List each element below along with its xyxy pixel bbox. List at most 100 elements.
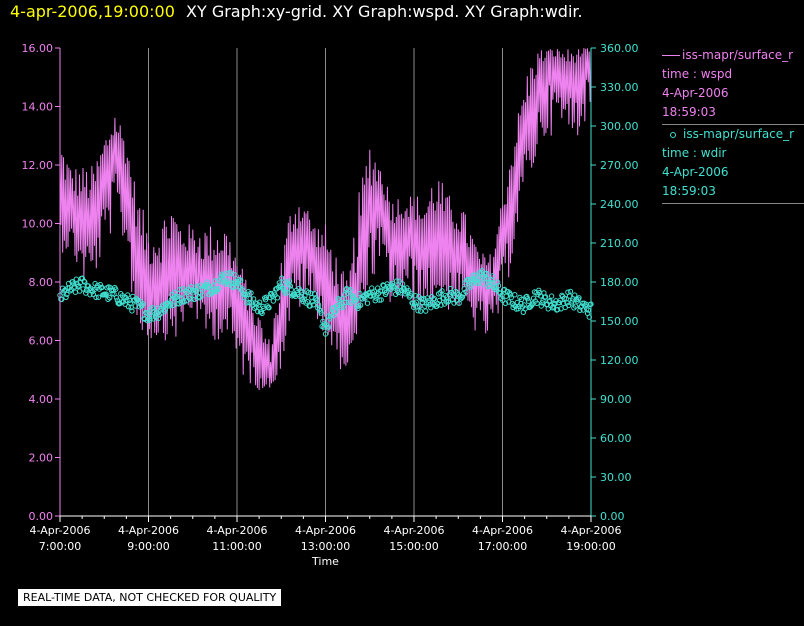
wdir-point — [210, 283, 217, 289]
legend-param: time : wspd — [662, 67, 733, 81]
wdir-point — [288, 287, 294, 293]
x-tick-label-date: 4-Apr-2006 — [118, 524, 179, 537]
quality-disclaimer: REAL-TIME DATA, NOT CHECKED FOR QUALITY — [18, 589, 282, 606]
wdir-point — [166, 303, 173, 309]
wdir-point — [181, 299, 187, 305]
wdir-point — [155, 315, 162, 322]
wdir-point — [238, 277, 244, 283]
wdir-point — [279, 275, 285, 281]
wdir-point — [456, 300, 462, 306]
wdir-point — [172, 289, 178, 295]
wdir-point — [63, 294, 69, 300]
wdir-point — [245, 289, 252, 295]
wdir-point — [342, 299, 348, 306]
wdir-point — [465, 276, 472, 282]
wdir-point — [479, 267, 485, 274]
wdir-point — [340, 304, 347, 310]
wdir-point — [242, 291, 248, 297]
wdir-point — [101, 291, 108, 297]
left-tick-label: 6.00 — [29, 335, 54, 348]
legend-param: time : wdir — [662, 146, 727, 160]
wdir-point — [124, 297, 130, 303]
wdir-point — [256, 299, 263, 305]
wdir-point — [149, 305, 156, 311]
wdir-point — [347, 287, 353, 293]
wdir-point — [215, 285, 222, 292]
wdir-point — [393, 278, 400, 284]
wdir-point — [277, 282, 283, 288]
right-tick-label: 180.00 — [600, 276, 639, 289]
wdir-point — [111, 291, 117, 297]
wdir-point — [383, 289, 389, 296]
wdir-point — [547, 298, 553, 304]
wdir-point — [73, 276, 80, 282]
wdir-point — [195, 284, 201, 291]
wdir-point — [189, 296, 195, 302]
right-tick-label: 270.00 — [600, 159, 639, 172]
wdir-point — [81, 278, 87, 284]
wdir-point — [103, 291, 109, 297]
wdir-point — [95, 294, 102, 300]
right-tick-label: 0.00 — [600, 510, 625, 523]
legend-source: iss-mapr/surface_r — [683, 127, 795, 141]
wdir-point — [524, 296, 531, 302]
wdir-point — [298, 289, 305, 296]
wdir-point — [75, 283, 81, 290]
wdir-point — [286, 278, 293, 284]
wdir-point — [502, 300, 509, 306]
wdir-point — [421, 295, 427, 302]
wdir-point — [577, 307, 583, 313]
wdir-point — [420, 297, 426, 303]
wdir-point — [90, 291, 97, 298]
wdir-point — [266, 305, 272, 311]
left-tick-label: 2.00 — [29, 452, 54, 465]
wdir-point — [287, 283, 294, 289]
x-tick-label-date: 4-Apr-2006 — [29, 524, 90, 537]
wdir-point — [518, 296, 525, 302]
wdir-point — [270, 298, 276, 304]
wdir-point — [412, 293, 419, 299]
wdir-point — [494, 279, 501, 285]
legend-time: 18:59:03 — [662, 105, 716, 119]
wdir-point — [259, 310, 265, 317]
wdir-point — [364, 300, 371, 306]
wdir-point — [172, 295, 179, 301]
legend-date: 4-Apr-2006 — [662, 86, 729, 100]
wdir-series — [57, 267, 594, 337]
wdir-point — [207, 283, 213, 290]
wdir-point — [71, 281, 77, 287]
wdir-point — [162, 307, 169, 313]
wdir-point — [542, 294, 549, 300]
legend-time: 18:59:03 — [662, 184, 716, 198]
x-tick-label-time: 13:00:00 — [301, 540, 350, 553]
wdir-point — [475, 280, 481, 287]
wdir-point — [439, 288, 445, 294]
wdir-point — [417, 303, 423, 309]
x-tick-label-time: 17:00:00 — [478, 540, 527, 553]
x-tick-label-date: 4-Apr-2006 — [472, 524, 533, 537]
wdir-point — [83, 290, 89, 296]
wdir-point — [408, 291, 414, 297]
wdir-point — [483, 270, 490, 277]
wdir-point — [357, 302, 364, 308]
wdir-point — [233, 283, 240, 290]
wdir-point — [471, 272, 477, 278]
legend: iss-mapr/surface_r time : wspd 4-Apr-200… — [662, 46, 804, 204]
x-tick-label-time: 7:00:00 — [39, 540, 81, 553]
wdir-point — [378, 297, 384, 303]
wdir-point — [333, 308, 339, 314]
wdir-point — [302, 293, 308, 299]
wdir-point — [357, 290, 363, 297]
right-tick-label: 240.00 — [600, 198, 639, 211]
wdir-point — [239, 286, 246, 292]
wdir-point — [68, 286, 74, 293]
wdir-point — [244, 300, 250, 306]
wdir-point — [64, 291, 70, 298]
wdir-point — [463, 289, 469, 295]
wdir-point — [129, 308, 135, 314]
wdir-point — [488, 279, 494, 286]
wdir-point — [167, 302, 174, 308]
wdir-point — [572, 303, 579, 309]
wdir-point — [238, 287, 245, 293]
right-tick-label: 90.00 — [600, 393, 632, 406]
